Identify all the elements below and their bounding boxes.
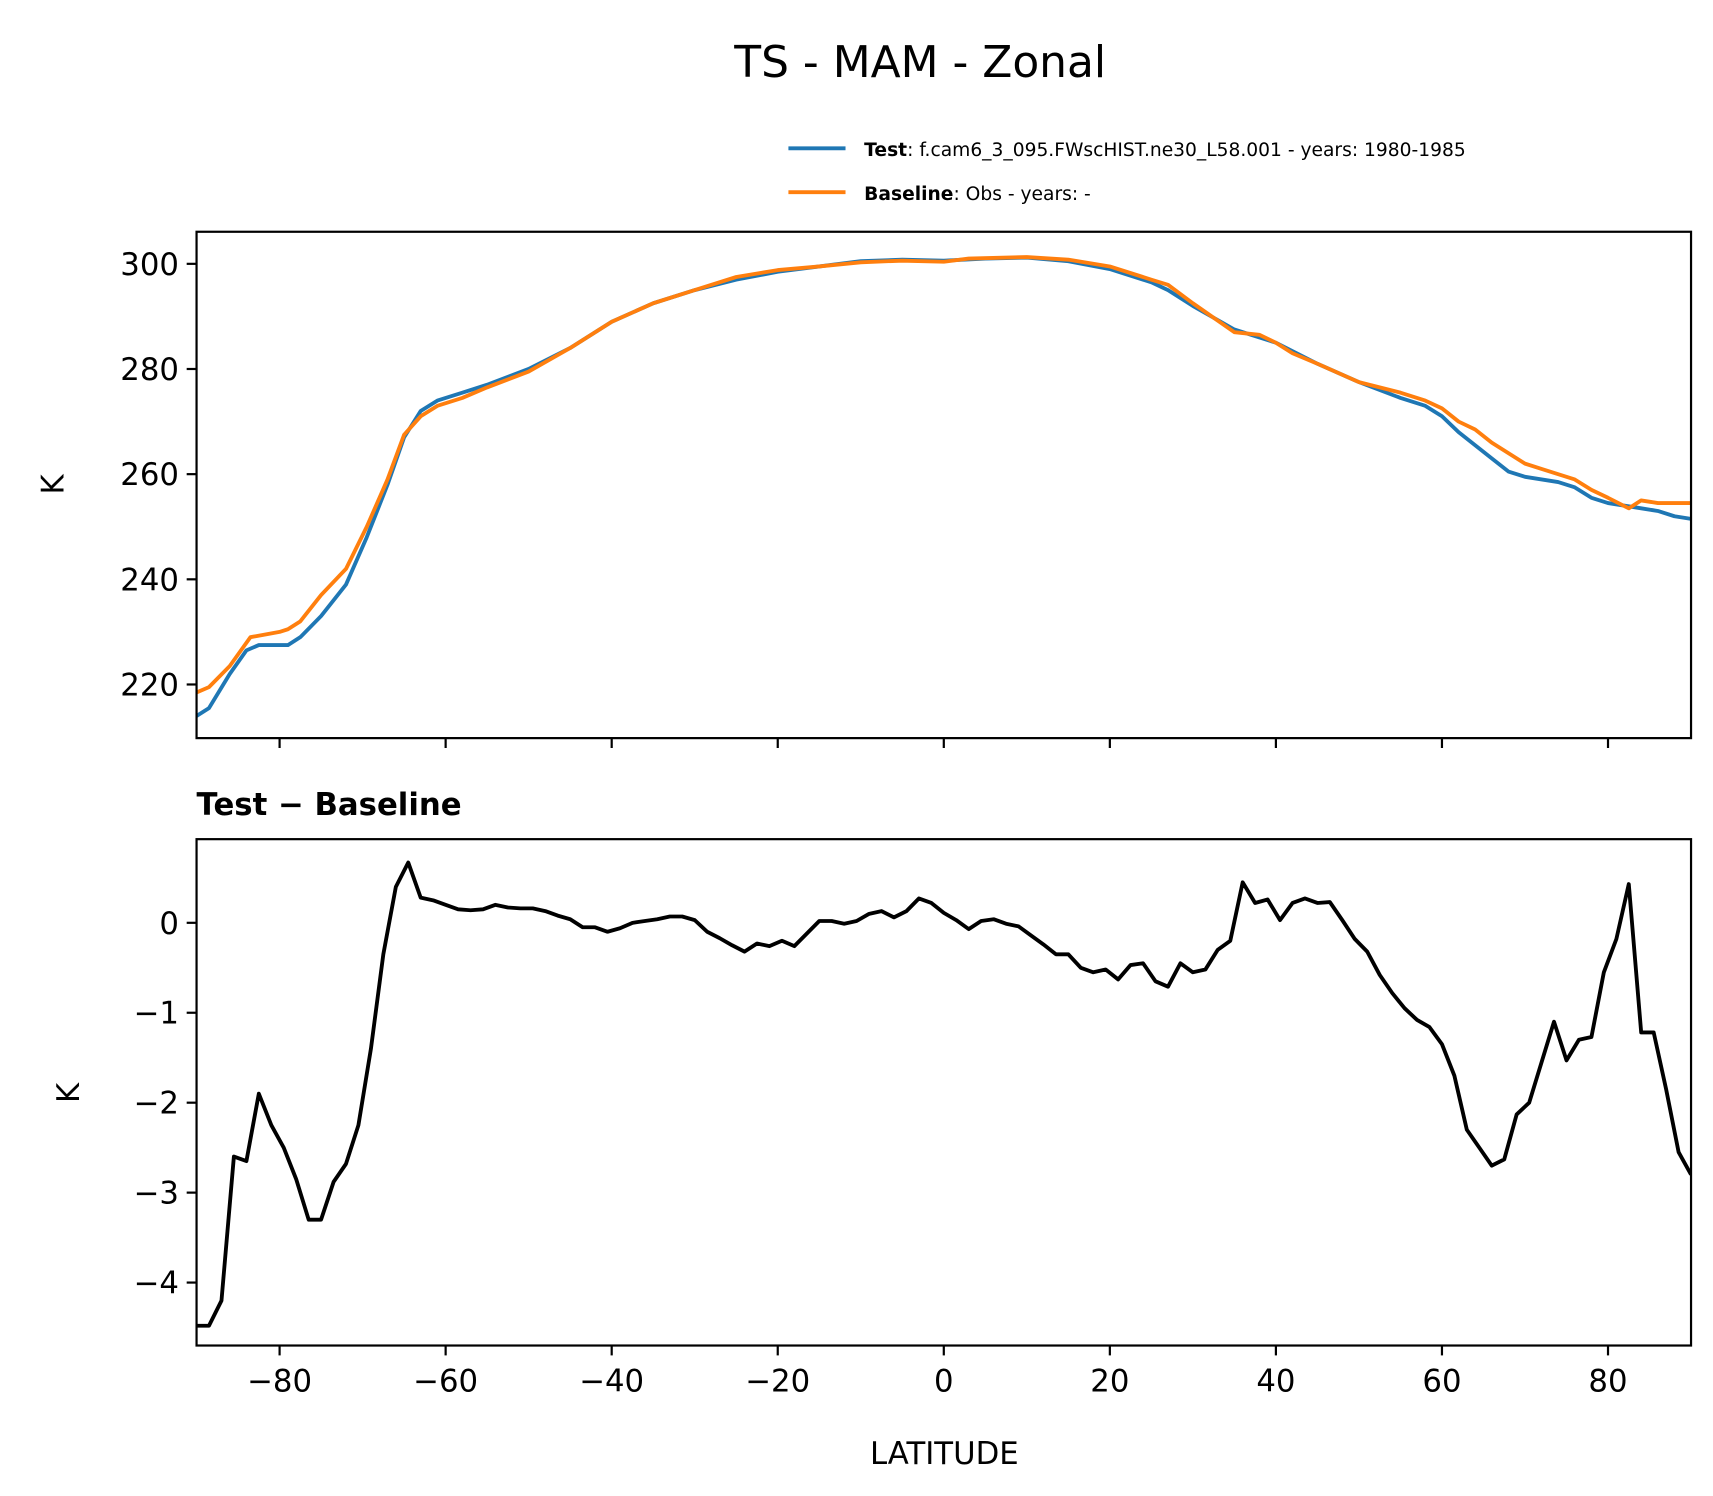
series-line-test-baseline xyxy=(196,860,1692,1328)
x-tick-label: −60 xyxy=(413,1364,478,1400)
legend-baseline-bold: Baseline xyxy=(864,184,953,205)
x-tick-label: −20 xyxy=(745,1364,810,1400)
legend-baseline-label: Baseline: Obs - years: - xyxy=(864,184,1091,205)
legend: Test: f.cam6_3_095.FWscHIST.ne30_L58.001… xyxy=(788,140,1466,205)
x-tick-label: 40 xyxy=(1256,1364,1295,1400)
y-tick-label: −4 xyxy=(134,1266,179,1302)
figure-title: TS - MAM - Zonal xyxy=(733,37,1106,88)
legend-test-text: : f.cam6_3_095.FWscHIST.ne30_L58.001 - y… xyxy=(907,140,1466,161)
y-tick-label: 280 xyxy=(120,352,179,388)
bottom-ylabel: K xyxy=(51,1082,87,1103)
legend-test-bold: Test xyxy=(864,140,907,161)
y-tick-label: 300 xyxy=(120,247,179,283)
bottom-axes: −80 −60 −40 −20 0 20 40 60 80 −4 −3 −2 −1 0 xyxy=(134,838,1693,1400)
top-ylabel: K xyxy=(36,473,72,494)
x-tick-label: −40 xyxy=(579,1364,644,1400)
series-line-baseline xyxy=(196,255,1692,695)
y-tick-label: −3 xyxy=(134,1176,179,1212)
y-tick-label: 260 xyxy=(120,457,179,493)
y-tick-label: 220 xyxy=(120,667,179,703)
y-tick-label: −1 xyxy=(134,996,179,1032)
x-tick-label: 20 xyxy=(1090,1364,1129,1400)
x-axis-label: LATITUDE xyxy=(870,1436,1019,1472)
axes-frame xyxy=(195,838,1693,1347)
x-tick-label: −80 xyxy=(247,1364,312,1400)
x-tick-label: 80 xyxy=(1588,1364,1627,1400)
x-tick-label: 0 xyxy=(934,1364,954,1400)
y-tick-label: 0 xyxy=(159,906,179,942)
series-line-test xyxy=(196,255,1692,718)
axes-frame xyxy=(195,230,1693,740)
legend-test-label: Test: f.cam6_3_095.FWscHIST.ne30_L58.001… xyxy=(864,140,1466,161)
y-tick-label: −2 xyxy=(134,1086,179,1122)
y-tick-label: 240 xyxy=(120,562,179,598)
top-axes: 220 240 260 280 300 xyxy=(120,230,1693,749)
bottom-axes-title: Test − Baseline xyxy=(197,787,462,823)
legend-baseline-text: : Obs - years: - xyxy=(953,184,1090,205)
x-tick-label: 60 xyxy=(1422,1364,1461,1400)
